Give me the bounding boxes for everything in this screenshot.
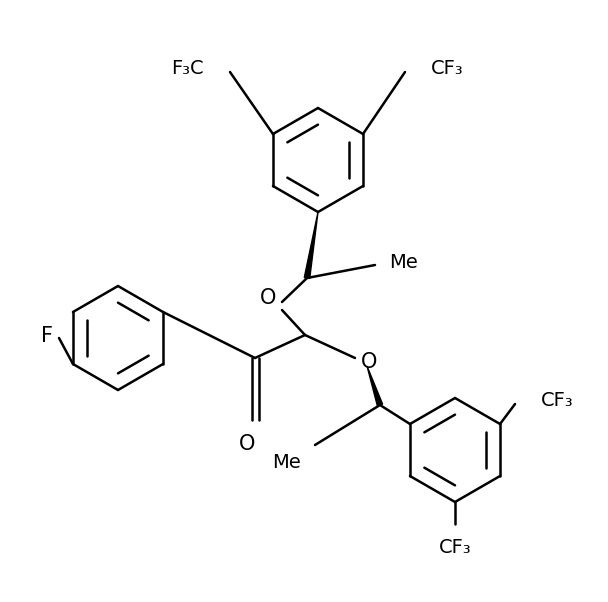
- Text: CF₃: CF₃: [439, 538, 471, 557]
- Text: F: F: [41, 326, 53, 346]
- Text: O: O: [260, 288, 276, 308]
- Text: CF₃: CF₃: [431, 58, 464, 78]
- Text: Me: Me: [389, 253, 418, 273]
- Text: O: O: [361, 352, 377, 372]
- Polygon shape: [367, 366, 382, 406]
- Text: O: O: [239, 434, 255, 454]
- Text: CF₃: CF₃: [541, 391, 574, 409]
- Polygon shape: [304, 212, 318, 279]
- Text: Me: Me: [272, 453, 301, 472]
- Text: F₃C: F₃C: [171, 58, 204, 78]
